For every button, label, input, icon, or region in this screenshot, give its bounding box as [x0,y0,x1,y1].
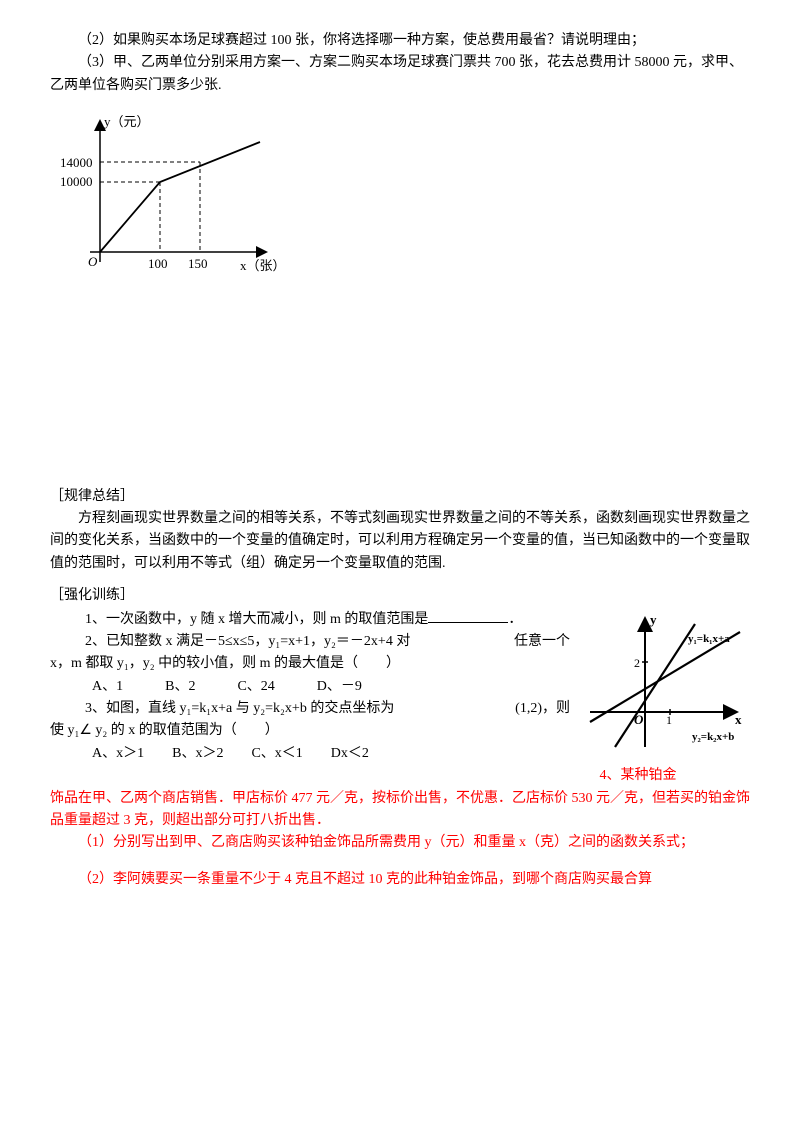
cost-chart: y（元） x（张） O 14000 10000 100 150 [60,112,750,290]
chart1-xlabel: x（张） [240,258,280,273]
svg-text:O: O [634,712,644,727]
blank-field[interactable] [428,608,508,623]
training-title: ［强化训练］ [50,585,750,607]
train-q4-lead-row: 4、某种铂金 [50,765,750,787]
svg-text:y₂=k₂x+b: y₂=k₂x+b [692,731,734,743]
intersection-chart: y x O 1 2 y₁=k₁x+a y₂=k₂x+b [580,612,750,760]
train-q4-body: 饰品在甲、乙两个商店销售．甲店标价 477 元／克，按标价出售，不优惠．乙店标价… [50,788,750,833]
chart1-y10000: 10000 [60,174,93,189]
chart1-x100: 100 [148,256,168,271]
svg-text:y: y [650,612,657,627]
problem-q3: （3）甲、乙两单位分别采用方案一、方案二购买本场足球赛门票共 700 张，花去总… [50,52,750,97]
chart1-y14000: 14000 [60,155,93,170]
chart1-x150: 150 [188,256,208,271]
train-q4-sub2: （2）李阿姨要买一条重量不少于 4 克且不超过 10 克的此种铂金饰品，到哪个商… [50,869,750,891]
svg-text:1: 1 [666,713,672,727]
svg-text:y₁=k₁x+a: y₁=k₁x+a [688,633,730,645]
svg-text:2: 2 [634,656,640,670]
summary-title: ［规律总结］ [50,486,750,508]
problem-q2: （2）如果购买本场足球赛超过 100 张，你将选择哪一种方案，使总费用最省？请说… [50,30,750,52]
train-q4-lead: 4、某种铂金 [600,768,677,783]
svg-text:x: x [735,712,742,727]
summary-body: 方程刻画现实世界数量之间的相等关系，不等式刻画现实世界数量之间的不等关系，函数刻… [50,508,750,575]
chart1-ylabel: y（元） [104,114,150,129]
chart1-origin: O [88,254,98,269]
train-q4-sub1: （1）分别写出到甲、乙商店购买该种铂金饰品所需费用 y（元）和重量 x（克）之间… [50,832,750,854]
